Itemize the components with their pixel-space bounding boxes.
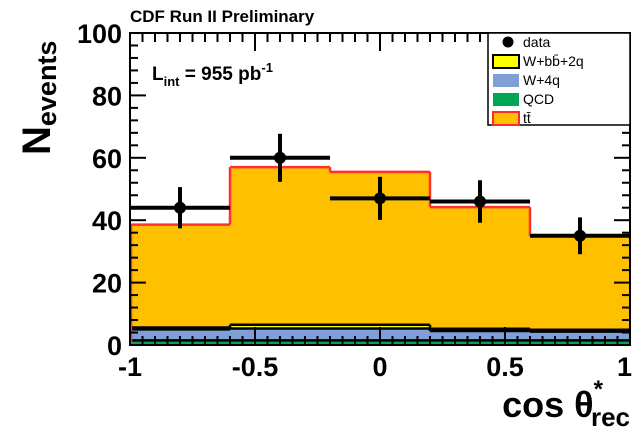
y-tick-label-3: 60 [92, 144, 122, 174]
legend-label-1: W+bb̄+2q [523, 53, 584, 69]
stack-bar-2-bin-2 [330, 324, 430, 329]
legend-swatch-1 [492, 54, 520, 69]
legend-label-0: data [523, 34, 550, 50]
legend: data W+bb̄+2q W+4q QCD tt̄ [487, 32, 631, 126]
stack-bar-1-bin-4 [530, 331, 630, 341]
legend-label-4: tt̄ [523, 110, 531, 126]
legend-swatch-4 [492, 111, 520, 126]
data-point-4 [574, 229, 586, 242]
stack-bar-1-bin-3 [430, 330, 530, 341]
legend-label-2: W+4q [523, 72, 560, 88]
x-tick-label-3: 0.5 [486, 352, 524, 382]
data-point-1 [274, 151, 286, 164]
chart-title: CDF Run II Preliminary [130, 7, 315, 26]
stack-bar-1-bin-0 [130, 329, 230, 341]
x-tick-label-1: -0.5 [232, 352, 279, 382]
legend-label-3: QCD [523, 91, 554, 107]
stack-bar-3-bin-3 [430, 207, 530, 329]
legend-swatch-3 [493, 93, 519, 106]
stack-bar-1-bin-1 [230, 328, 330, 341]
luminosity-annotation: Lint = 955 pb-1 [152, 60, 273, 89]
x-tick-label-2: 0 [372, 352, 387, 382]
legend-marker-data [502, 36, 514, 48]
stack-bar-3-bin-0 [130, 224, 230, 328]
x-tick-label-0: -1 [118, 352, 142, 382]
stack-bar-3-bin-1 [230, 167, 330, 325]
stack-bar-2-bin-1 [230, 324, 330, 329]
data-point-3 [474, 195, 486, 208]
y-tick-label-1: 20 [92, 269, 122, 299]
y-axis-label: Nevents [15, 41, 62, 155]
data-point-2 [374, 192, 386, 205]
y-tick-label-0: 0 [107, 331, 122, 361]
x-tick-label-4: 1 [617, 352, 632, 382]
y-tick-label-4: 80 [92, 81, 122, 111]
legend-swatch-2 [493, 74, 519, 87]
x-axis-label: cos θ* rec [502, 376, 630, 431]
y-tick-label-2: 40 [92, 206, 122, 236]
data-point-0 [174, 201, 186, 214]
y-tick-label-5: 100 [77, 19, 122, 49]
